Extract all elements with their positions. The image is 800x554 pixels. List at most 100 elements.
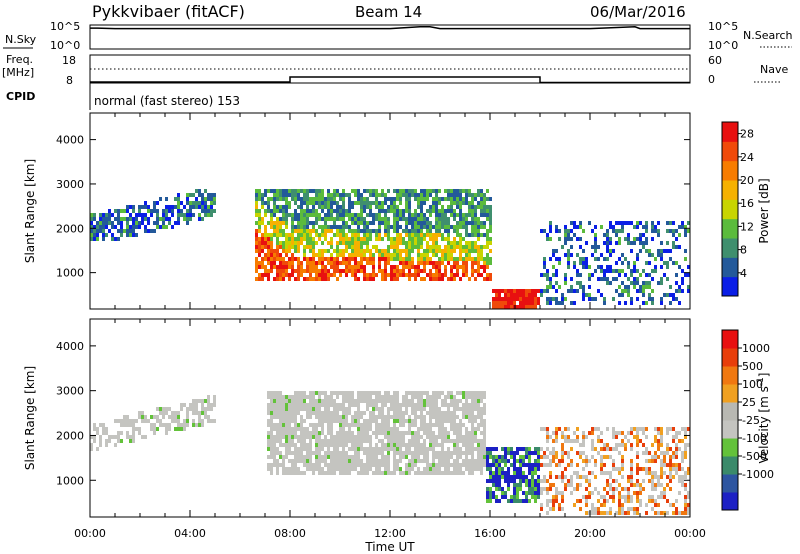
heatmap-cell bbox=[360, 193, 363, 197]
heatmap-cell bbox=[672, 261, 675, 265]
heatmap-cell bbox=[663, 293, 666, 297]
heatmap-cell bbox=[486, 233, 489, 237]
heatmap-cell bbox=[336, 193, 339, 197]
heatmap-cell bbox=[363, 253, 366, 257]
heatmap-cell bbox=[369, 395, 372, 399]
heatmap-cell bbox=[327, 277, 330, 281]
heatmap-cell bbox=[444, 455, 447, 459]
heatmap-cell bbox=[321, 269, 324, 273]
heatmap-cell bbox=[606, 499, 609, 503]
heatmap-cell bbox=[435, 253, 438, 257]
heatmap-cell bbox=[600, 495, 603, 499]
heatmap-cell bbox=[198, 205, 201, 209]
heatmap-cell bbox=[378, 463, 381, 467]
heatmap-cell bbox=[411, 467, 414, 471]
heatmap-cell bbox=[666, 475, 669, 479]
heatmap-cell bbox=[597, 499, 600, 503]
heatmap-cell bbox=[366, 439, 369, 443]
heatmap-cell bbox=[429, 189, 432, 193]
heatmap-cell bbox=[543, 289, 546, 293]
heatmap-cell bbox=[168, 221, 171, 225]
power-colorbar-swatch bbox=[722, 122, 738, 142]
heatmap-cell bbox=[204, 399, 207, 403]
heatmap-cell bbox=[369, 419, 372, 423]
heatmap-cell bbox=[135, 427, 138, 431]
heatmap-cell bbox=[321, 193, 324, 197]
heatmap-cell bbox=[627, 241, 630, 245]
heatmap-cell bbox=[288, 205, 291, 209]
heatmap-cell bbox=[486, 479, 489, 483]
heatmap-cell bbox=[636, 467, 639, 471]
heatmap-cell bbox=[522, 293, 525, 297]
heatmap-cell bbox=[471, 447, 474, 451]
heatmap-cell bbox=[360, 265, 363, 269]
heatmap-cell bbox=[294, 217, 297, 221]
heatmap-cell bbox=[447, 459, 450, 463]
heatmap-cell bbox=[165, 205, 168, 209]
heatmap-cell bbox=[408, 245, 411, 249]
heatmap-cell bbox=[432, 415, 435, 419]
heatmap-cell bbox=[399, 407, 402, 411]
heatmap-cell bbox=[558, 475, 561, 479]
heatmap-cell bbox=[138, 209, 141, 213]
heatmap-cell bbox=[534, 491, 537, 495]
heatmap-cell bbox=[360, 249, 363, 253]
heatmap-cell bbox=[420, 435, 423, 439]
heatmap-cell bbox=[366, 213, 369, 217]
heatmap-cell bbox=[261, 265, 264, 269]
heatmap-cell bbox=[138, 411, 141, 415]
heatmap-cell bbox=[411, 419, 414, 423]
heatmap-cell bbox=[153, 229, 156, 233]
heatmap-cell bbox=[270, 395, 273, 399]
heatmap-cell bbox=[396, 277, 399, 281]
y-tick-label: 1000 bbox=[56, 474, 84, 487]
heatmap-cell bbox=[513, 455, 516, 459]
heatmap-cell bbox=[309, 241, 312, 245]
heatmap-cell bbox=[411, 395, 414, 399]
heatmap-cell bbox=[375, 395, 378, 399]
heatmap-cell bbox=[354, 245, 357, 249]
heatmap-cell bbox=[180, 423, 183, 427]
heatmap-cell bbox=[144, 213, 147, 217]
heatmap-cell bbox=[471, 217, 474, 221]
heatmap-cell bbox=[414, 439, 417, 443]
heatmap-cell bbox=[297, 395, 300, 399]
heatmap-cell bbox=[369, 435, 372, 439]
heatmap-cell bbox=[306, 443, 309, 447]
heatmap-cell bbox=[675, 229, 678, 233]
heatmap-cell bbox=[342, 225, 345, 229]
heatmap-cell bbox=[600, 269, 603, 273]
heatmap-cell bbox=[546, 237, 549, 241]
heatmap-cell bbox=[456, 431, 459, 435]
heatmap-cell bbox=[522, 491, 525, 495]
heatmap-cell bbox=[555, 427, 558, 431]
heatmap-cell bbox=[438, 201, 441, 205]
heatmap-cell bbox=[435, 451, 438, 455]
heatmap-cell bbox=[669, 249, 672, 253]
heatmap-cell bbox=[330, 431, 333, 435]
heatmap-cell bbox=[213, 201, 216, 205]
heatmap-cell bbox=[597, 277, 600, 281]
heatmap-cell bbox=[609, 507, 612, 511]
heatmap-cell bbox=[390, 197, 393, 201]
heatmap-cell bbox=[534, 495, 537, 499]
heatmap-cell bbox=[201, 403, 204, 407]
heatmap-cell bbox=[636, 439, 639, 443]
heatmap-cell bbox=[300, 451, 303, 455]
heatmap-cell bbox=[657, 511, 660, 515]
heatmap-cell bbox=[471, 213, 474, 217]
heatmap-cell bbox=[312, 197, 315, 201]
heatmap-cell bbox=[489, 241, 492, 245]
heatmap-cell bbox=[285, 403, 288, 407]
heatmap-cell bbox=[291, 253, 294, 257]
heatmap-cell bbox=[642, 233, 645, 237]
heatmap-cell bbox=[303, 201, 306, 205]
heatmap-cell bbox=[291, 411, 294, 415]
heatmap-cell bbox=[630, 475, 633, 479]
heatmap-cell bbox=[312, 257, 315, 261]
heatmap-cell bbox=[192, 419, 195, 423]
heatmap-cell bbox=[267, 273, 270, 277]
heatmap-cell bbox=[504, 305, 507, 309]
heatmap-cell bbox=[672, 467, 675, 471]
